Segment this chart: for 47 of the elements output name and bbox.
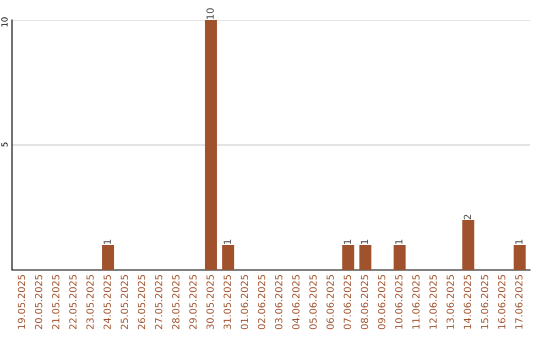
x-tick-label: 20.05.2025	[34, 275, 42, 330]
bar	[342, 245, 354, 270]
x-tick-label: 07.06.2025	[344, 275, 352, 330]
data-label: 1	[515, 240, 522, 244]
x-tick-label: 24.05.2025	[104, 275, 111, 330]
x-tick-label: 27.05.2025	[154, 275, 162, 330]
bar	[462, 220, 474, 270]
x-tick-label: 12.06.2025	[429, 275, 437, 329]
x-tick-label: 25.05.2025	[120, 275, 128, 330]
data-label: 10	[206, 8, 214, 19]
bar	[514, 245, 526, 270]
x-tick-label: 04.06.2025	[292, 275, 300, 330]
data-label: 1	[104, 240, 111, 244]
data-label: 1	[360, 240, 368, 244]
x-tick-label: 23.05.2025	[86, 275, 94, 330]
data-label: 1	[395, 240, 402, 244]
x-tick-label: 09.06.2025	[378, 275, 386, 330]
x-tick-label: 05.06.2025	[309, 275, 317, 330]
bar	[394, 245, 406, 270]
x-tick-label: 26.05.2025	[138, 275, 146, 330]
x-tick-label: 02.06.2025	[258, 275, 266, 330]
x-tick-label: 06.06.2025	[326, 275, 334, 330]
bar	[102, 245, 114, 270]
bar	[204, 20, 217, 270]
x-tick-label: 16.06.2025	[498, 275, 506, 329]
x-tick-label: 17.06.2025	[515, 275, 523, 329]
x-tick-label: 30.05.2025	[206, 275, 214, 330]
x-tick-label: 10.06.2025	[395, 275, 402, 329]
data-label: 1	[344, 240, 351, 244]
data-label: 2	[464, 214, 471, 220]
x-tick-label: 01.06.2025	[240, 275, 248, 330]
bar	[222, 245, 234, 270]
x-tick-label: 29.05.2025	[189, 275, 197, 330]
y-tick-label: 5	[1, 142, 8, 146]
x-tick-label: 11.06.2025	[412, 275, 420, 329]
x-tick-label: 15.06.2025	[480, 275, 488, 329]
x-tick-label: 21.05.2025	[52, 275, 60, 330]
x-tick-label: 03.06.2025	[275, 275, 282, 330]
data-label: 1	[224, 240, 231, 244]
x-tick-label: 31.05.2025	[224, 275, 231, 330]
bar	[359, 245, 372, 270]
x-tick-label: 14.06.2025	[464, 275, 472, 329]
x-tick-label: 22.05.2025	[69, 275, 77, 330]
x-tick-label: 13.06.2025	[446, 275, 454, 329]
x-tick-label: 28.05.2025	[172, 275, 180, 330]
x-tick-label: 19.05.2025	[18, 275, 26, 329]
x-tick-label: 08.06.2025	[360, 275, 368, 330]
